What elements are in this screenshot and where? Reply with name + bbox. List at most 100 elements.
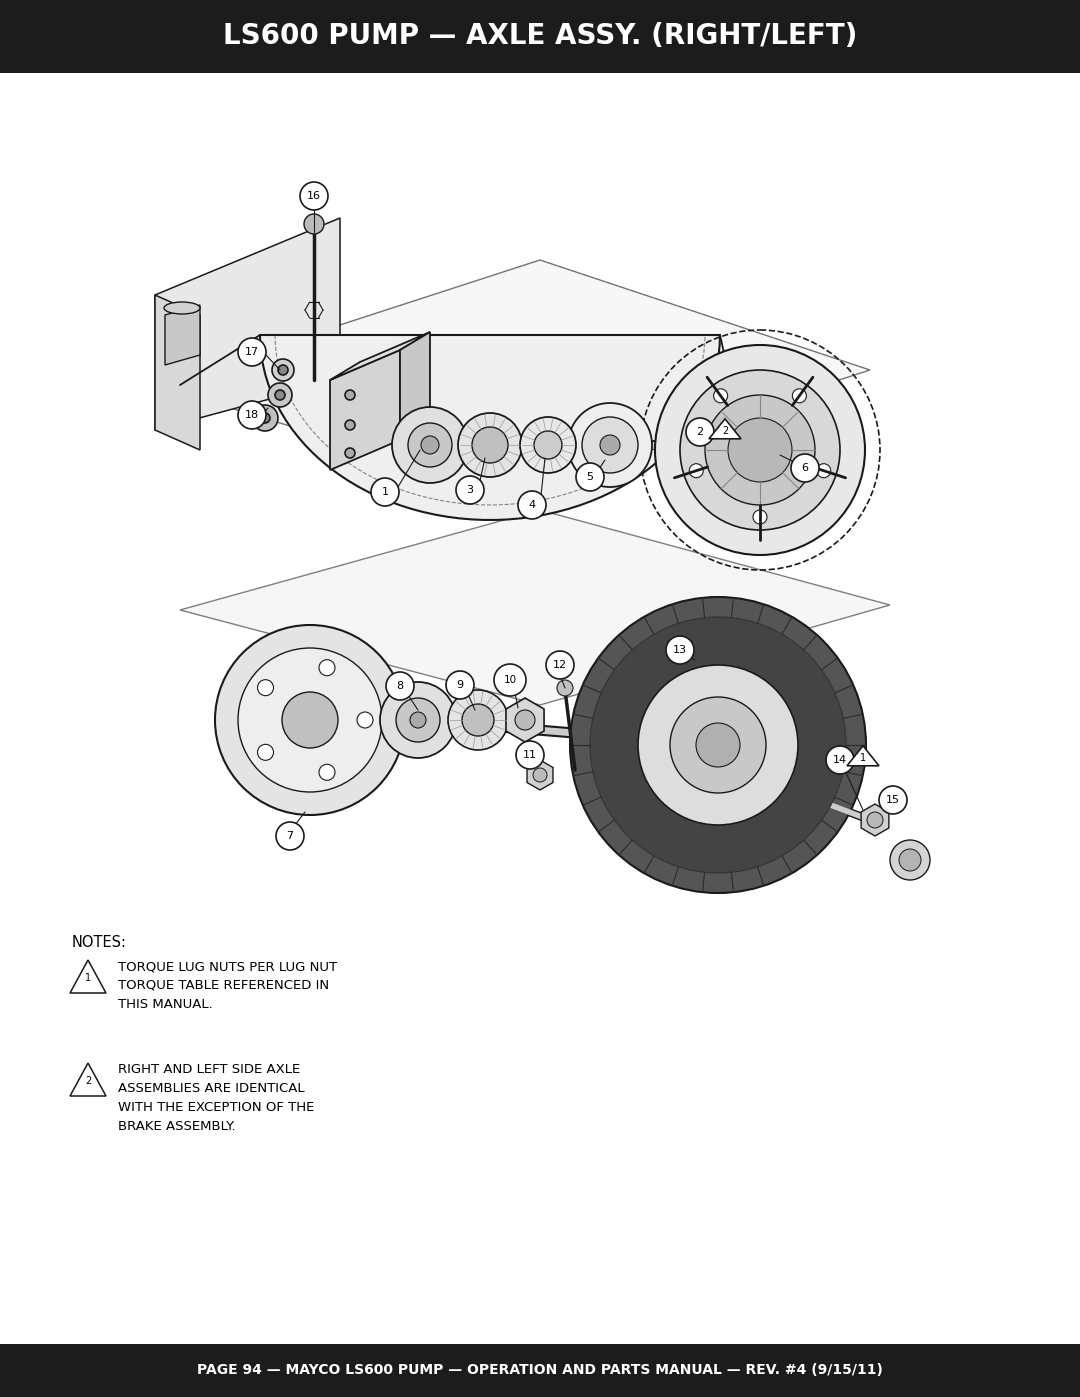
Circle shape: [705, 395, 815, 504]
Polygon shape: [847, 746, 879, 766]
Circle shape: [380, 682, 456, 759]
Polygon shape: [260, 335, 720, 520]
Text: 14: 14: [833, 754, 847, 766]
Polygon shape: [156, 260, 870, 490]
Circle shape: [582, 416, 638, 474]
Circle shape: [421, 436, 438, 454]
Polygon shape: [70, 1063, 106, 1097]
Circle shape: [680, 370, 840, 529]
Text: 7: 7: [286, 831, 294, 841]
Circle shape: [753, 510, 767, 524]
Circle shape: [534, 432, 562, 460]
Text: 9: 9: [457, 680, 463, 690]
Circle shape: [714, 388, 728, 402]
Polygon shape: [861, 805, 889, 835]
Text: 1: 1: [85, 972, 91, 983]
Circle shape: [670, 697, 766, 793]
Text: 16: 16: [307, 191, 321, 201]
Circle shape: [386, 672, 414, 700]
Circle shape: [890, 840, 930, 880]
Circle shape: [791, 454, 819, 482]
Circle shape: [319, 764, 335, 781]
Circle shape: [689, 464, 703, 478]
Text: LS600 PUMP — AXLE ASSY. (RIGHT/LEFT): LS600 PUMP — AXLE ASSY. (RIGHT/LEFT): [222, 22, 858, 50]
Circle shape: [238, 648, 382, 792]
Circle shape: [654, 345, 865, 555]
Text: 2: 2: [721, 426, 728, 436]
Circle shape: [816, 464, 831, 478]
Text: 15: 15: [886, 795, 900, 805]
Circle shape: [275, 390, 285, 400]
Circle shape: [638, 665, 798, 826]
Circle shape: [276, 821, 303, 849]
Circle shape: [257, 745, 273, 760]
Circle shape: [282, 692, 338, 747]
Circle shape: [462, 704, 494, 736]
Circle shape: [570, 597, 866, 893]
Circle shape: [319, 659, 335, 676]
Text: 5: 5: [586, 472, 594, 482]
Polygon shape: [330, 332, 430, 380]
Circle shape: [215, 624, 405, 814]
Circle shape: [519, 416, 576, 474]
Text: 6: 6: [801, 462, 809, 474]
Circle shape: [456, 476, 484, 504]
Circle shape: [494, 664, 526, 696]
Text: RIGHT AND LEFT SIDE AXLE
ASSEMBLIES ARE IDENTICAL
WITH THE EXCEPTION OF THE
BRAK: RIGHT AND LEFT SIDE AXLE ASSEMBLIES ARE …: [118, 1063, 314, 1133]
Circle shape: [518, 490, 546, 520]
Text: 1: 1: [860, 753, 866, 763]
Polygon shape: [156, 218, 340, 430]
Circle shape: [600, 434, 620, 455]
Bar: [0, 0, 1080, 73]
Text: 3: 3: [467, 485, 473, 495]
Circle shape: [696, 724, 740, 767]
Circle shape: [392, 407, 468, 483]
Circle shape: [345, 420, 355, 430]
Text: NOTES:: NOTES:: [72, 935, 127, 950]
Circle shape: [278, 365, 288, 374]
Circle shape: [238, 338, 266, 366]
Text: TORQUE LUG NUTS PER LUG NUT
TORQUE TABLE REFERENCED IN
THIS MANUAL.: TORQUE LUG NUTS PER LUG NUT TORQUE TABLE…: [118, 960, 337, 1011]
Text: 4: 4: [528, 500, 536, 510]
Circle shape: [458, 414, 522, 476]
Text: 10: 10: [503, 675, 516, 685]
Circle shape: [590, 617, 846, 873]
Polygon shape: [527, 760, 553, 789]
Bar: [0, 1344, 1080, 1397]
Circle shape: [557, 680, 573, 696]
Circle shape: [546, 651, 573, 679]
Text: 2: 2: [85, 1076, 91, 1085]
Circle shape: [252, 405, 278, 432]
Circle shape: [515, 710, 535, 731]
Text: 12: 12: [553, 659, 567, 671]
Text: 17: 17: [245, 346, 259, 358]
Circle shape: [826, 746, 854, 774]
Polygon shape: [165, 305, 200, 365]
Circle shape: [300, 182, 328, 210]
Polygon shape: [156, 295, 200, 450]
Polygon shape: [708, 419, 741, 439]
Circle shape: [568, 402, 652, 488]
Circle shape: [516, 740, 544, 768]
Circle shape: [272, 359, 294, 381]
Text: 1: 1: [381, 488, 389, 497]
Circle shape: [408, 423, 453, 467]
Circle shape: [357, 712, 373, 728]
Circle shape: [303, 214, 324, 235]
Polygon shape: [400, 332, 430, 440]
Circle shape: [534, 768, 546, 782]
Ellipse shape: [164, 302, 200, 314]
Circle shape: [260, 414, 270, 423]
Polygon shape: [180, 510, 890, 705]
Circle shape: [238, 401, 266, 429]
Text: 8: 8: [396, 680, 404, 692]
Circle shape: [879, 787, 907, 814]
Circle shape: [686, 418, 714, 446]
Circle shape: [666, 636, 694, 664]
Polygon shape: [70, 960, 106, 993]
Polygon shape: [505, 698, 544, 742]
Circle shape: [345, 448, 355, 458]
Text: 18: 18: [245, 409, 259, 420]
Polygon shape: [330, 351, 400, 469]
Text: PAGE 94 — MAYCO LS600 PUMP — OPERATION AND PARTS MANUAL — REV. #4 (9/15/11): PAGE 94 — MAYCO LS600 PUMP — OPERATION A…: [197, 1363, 883, 1377]
